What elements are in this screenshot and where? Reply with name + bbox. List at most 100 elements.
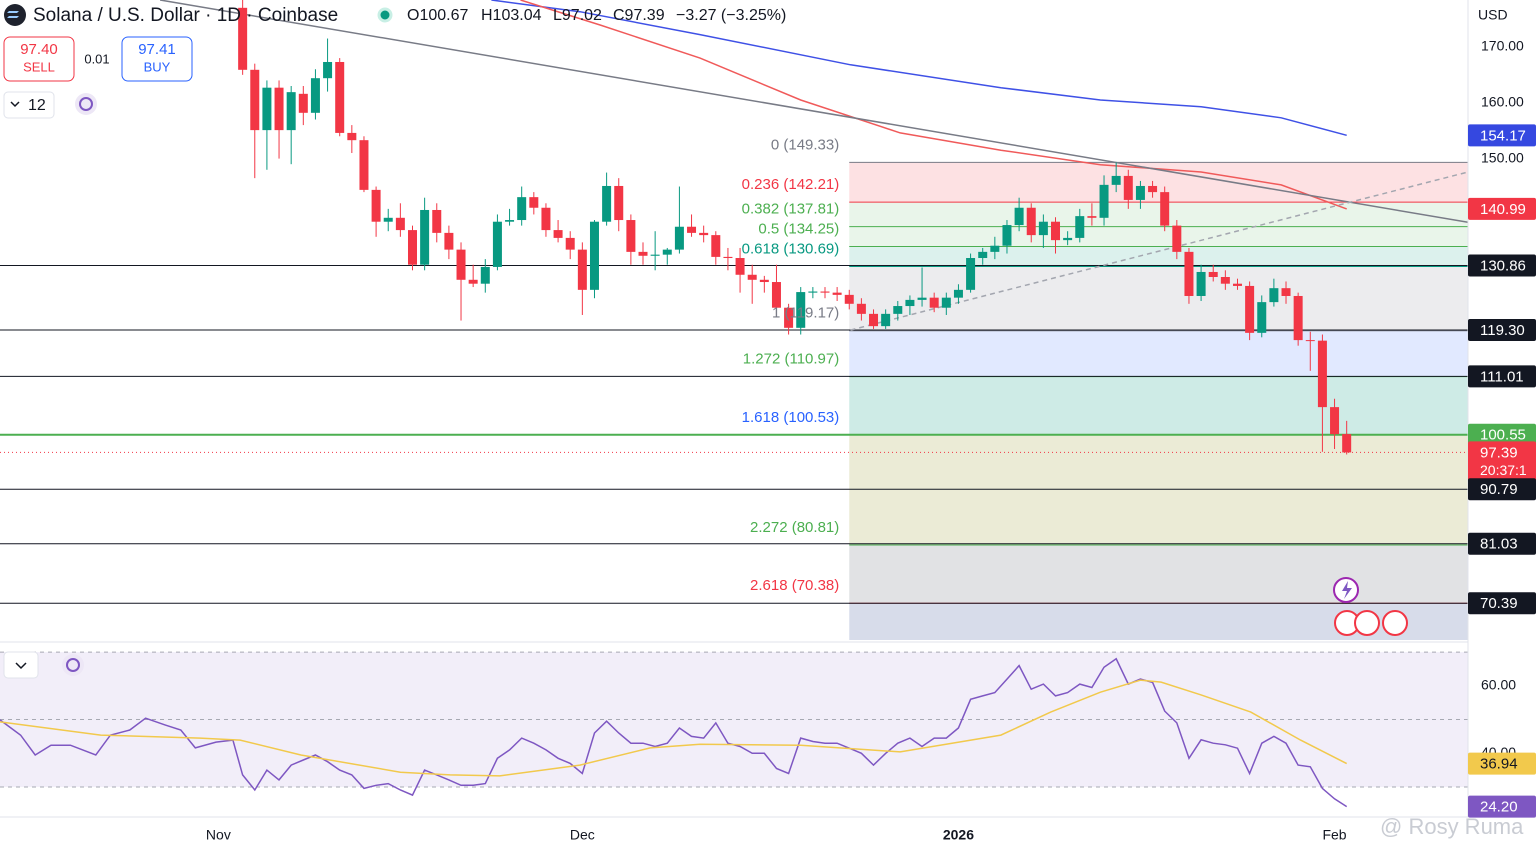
price-tag xyxy=(1468,197,1536,220)
chevron xyxy=(10,101,20,108)
price-tag xyxy=(1468,124,1536,147)
price-tag-label: 111.01 xyxy=(1480,368,1524,385)
candle-body xyxy=(844,294,854,304)
x-tick-label: Nov xyxy=(206,827,231,843)
candle-body xyxy=(444,232,454,250)
candle-body xyxy=(1257,302,1267,333)
candle-body xyxy=(638,251,648,256)
fib-band xyxy=(849,266,1468,331)
fib-label: 0.5 (134.25) xyxy=(758,221,839,238)
price-tag xyxy=(1468,441,1536,482)
candle-body xyxy=(286,92,296,131)
candle-body xyxy=(1051,221,1061,241)
price-tag-label: 130.86 xyxy=(1480,257,1526,274)
candle-body xyxy=(407,230,417,265)
candle-body xyxy=(1245,285,1255,333)
candle-body xyxy=(759,279,769,283)
candle-body xyxy=(1184,251,1194,296)
ohlc-high: H103.04 xyxy=(481,7,542,24)
candle-body xyxy=(1123,175,1133,200)
price-tag xyxy=(1468,592,1536,615)
candle-body xyxy=(1014,207,1024,226)
currency: USD xyxy=(1478,7,1508,23)
candle-body xyxy=(529,197,539,208)
candle-body xyxy=(869,313,879,327)
candle-body xyxy=(966,258,976,290)
price-tag xyxy=(1468,423,1536,446)
flag-icon[interactable] xyxy=(1382,610,1408,636)
rsi-tag xyxy=(1468,752,1536,775)
ohlc-open: O100.67 xyxy=(407,7,468,24)
rsi-tag xyxy=(1468,795,1536,818)
x-tick-label: Feb xyxy=(1322,827,1346,843)
candle-body xyxy=(1330,407,1340,435)
candle-body xyxy=(565,237,575,250)
price-tag-label: 100.55 xyxy=(1480,427,1526,444)
candle-body xyxy=(1087,216,1097,218)
fib-band xyxy=(849,246,1468,267)
rsi-collapse[interactable] xyxy=(3,651,39,679)
rsi-refresh[interactable] xyxy=(62,654,84,676)
candle-body xyxy=(1317,340,1327,408)
symbol-title[interactable]: Solana / U.S. Dollar · 1D · Coinbase xyxy=(33,5,338,26)
candle-body xyxy=(687,226,697,233)
candle-body xyxy=(747,274,757,280)
candle-body xyxy=(359,140,369,190)
flag-icon[interactable] xyxy=(1354,610,1380,636)
candle-body xyxy=(808,291,818,293)
candle-body xyxy=(905,299,915,307)
rsi-band xyxy=(0,652,1468,788)
candle-body xyxy=(1305,340,1315,342)
price-tag xyxy=(1468,478,1536,501)
fib-band xyxy=(849,226,1468,247)
fib-band xyxy=(849,330,1468,377)
sell-button[interactable] xyxy=(3,36,75,82)
buy-button[interactable] xyxy=(121,36,193,82)
candle-body xyxy=(1208,271,1218,277)
sell-price: 97.40 xyxy=(20,41,58,58)
indicator-line xyxy=(850,171,1468,331)
candle-body xyxy=(662,249,672,255)
candle-body xyxy=(347,132,357,141)
y-tick-label: 150.00 xyxy=(1481,149,1524,165)
candle-body xyxy=(1111,175,1121,185)
fib-label: 0.382 (137.81) xyxy=(742,201,840,218)
fib-band xyxy=(849,376,1468,435)
candle-body xyxy=(468,279,478,284)
candle-body xyxy=(1026,207,1036,236)
candle-body xyxy=(856,303,866,314)
price-tag xyxy=(1468,532,1536,555)
candle-body xyxy=(674,226,684,250)
y-tick-label: 160.00 xyxy=(1481,93,1524,109)
price-tag-label: 119.30 xyxy=(1480,322,1525,339)
refresh-button[interactable] xyxy=(75,93,97,115)
interval-value: 12 xyxy=(28,97,46,114)
x-tick-label: 2026 xyxy=(943,827,974,843)
chevron xyxy=(15,662,27,670)
interval-control[interactable] xyxy=(3,91,55,119)
rsi-tag-label: 36.94 xyxy=(1480,756,1518,773)
candle-body xyxy=(990,245,1000,252)
candle-body xyxy=(250,69,260,131)
candle-body xyxy=(929,297,939,308)
candle-body xyxy=(383,217,393,222)
countdown: 20:37:1 xyxy=(1480,462,1527,478)
candle-body xyxy=(1196,271,1206,296)
candle-body xyxy=(456,249,466,280)
candle-body xyxy=(1002,225,1012,246)
logo-glyph xyxy=(7,11,19,18)
axes: 170.00 160.00 150.00 154.17 140.99 130.86 119.… xyxy=(206,38,1536,843)
buy-price: 97.41 xyxy=(138,41,176,58)
candle-body xyxy=(1148,185,1158,193)
candle-body xyxy=(711,235,721,257)
candle-body xyxy=(323,61,333,79)
candle-body xyxy=(1281,288,1291,296)
indicator-line xyxy=(159,0,1468,224)
candle-body xyxy=(650,254,660,256)
buy-label: BUY xyxy=(144,59,171,74)
fib-label: 0 (149.33) xyxy=(771,136,839,153)
candle-body xyxy=(432,209,442,233)
candle-body xyxy=(1063,237,1073,241)
rsi-line xyxy=(0,679,1348,777)
